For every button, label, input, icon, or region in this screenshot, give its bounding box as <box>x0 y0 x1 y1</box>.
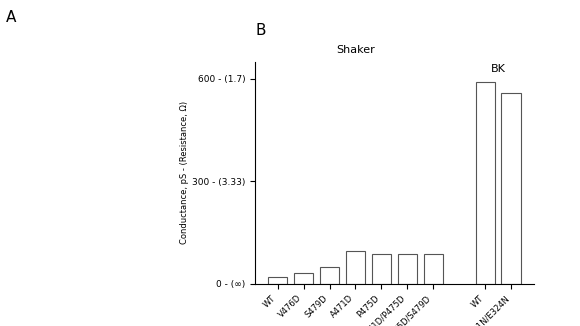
Bar <box>398 254 417 284</box>
Text: B: B <box>255 23 266 38</box>
Bar <box>294 273 313 284</box>
Y-axis label: Conductance, pS - (Resistance, Ω): Conductance, pS - (Resistance, Ω) <box>180 101 189 244</box>
Bar <box>268 277 287 284</box>
Bar <box>476 82 495 284</box>
Text: BK: BK <box>491 64 506 74</box>
Text: Shaker: Shaker <box>336 45 375 55</box>
Bar <box>423 254 443 284</box>
Bar <box>502 93 521 284</box>
Text: A: A <box>6 10 16 25</box>
Bar <box>346 251 365 284</box>
Bar <box>320 267 339 284</box>
Bar <box>372 254 391 284</box>
